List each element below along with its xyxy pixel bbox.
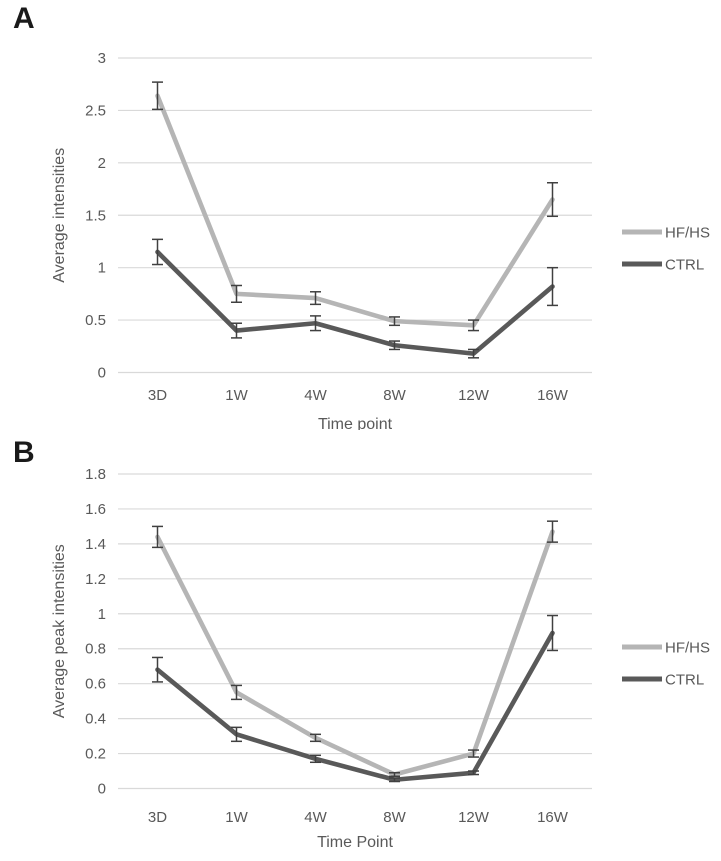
error-bar bbox=[152, 81, 163, 111]
panel-b-chart: 1.8 1.6 1.4 1.2 1 0.8 0.6 0.4 0.2 0 Average peak i… bbox=[51, 466, 710, 851]
error-bar bbox=[547, 266, 558, 307]
y-tick-label: 1 bbox=[98, 606, 106, 623]
error-bar bbox=[310, 291, 321, 306]
y-tick-label: 0.5 bbox=[85, 312, 106, 329]
x-tick-label: 8W bbox=[383, 809, 406, 826]
x-tick-label: 1W bbox=[225, 809, 248, 826]
y-tick-label: 1.5 bbox=[85, 207, 106, 224]
error-bar bbox=[389, 340, 400, 351]
x-tick-label: 1W bbox=[225, 387, 248, 404]
error-bar bbox=[231, 684, 242, 701]
legend-item-hfhs: HF/HS bbox=[622, 640, 710, 657]
x-axis-title: Time Point bbox=[317, 834, 393, 851]
y-tick-label: 0.2 bbox=[85, 746, 106, 763]
error-bar bbox=[152, 525, 163, 549]
x-tick-label: 8W bbox=[383, 387, 406, 404]
y-tick-label: 0 bbox=[98, 781, 106, 798]
error-bar bbox=[310, 754, 321, 764]
y-tick-label: 1.2 bbox=[85, 571, 106, 588]
panel-b-label: B bbox=[13, 436, 35, 469]
x-tick-label: 4W bbox=[304, 809, 327, 826]
series-line-ctrl bbox=[155, 249, 555, 356]
error-bar bbox=[468, 749, 479, 758]
y-tick-label: 0 bbox=[98, 365, 106, 382]
error-bar bbox=[231, 726, 242, 743]
y-tick-label: 0.8 bbox=[85, 641, 106, 658]
y-tick-label: 1 bbox=[98, 260, 106, 277]
error-bar bbox=[310, 315, 321, 332]
y-tick-label: 3 bbox=[98, 50, 106, 67]
y-tick-label: 1.8 bbox=[85, 466, 106, 483]
error-bar bbox=[547, 614, 558, 652]
error-bar bbox=[389, 777, 400, 783]
y-axis-title: Average intensities bbox=[51, 148, 68, 283]
error-bar bbox=[389, 772, 400, 778]
panel-a-label: A bbox=[13, 2, 35, 35]
error-bar bbox=[547, 520, 558, 543]
x-tick-label: 16W bbox=[537, 809, 569, 826]
x-axis-title: Time point bbox=[318, 416, 393, 430]
x-tick-label: 12W bbox=[458, 387, 490, 404]
error-bar bbox=[152, 238, 163, 266]
y-tick-label: 0.4 bbox=[85, 711, 106, 728]
legend-label: CTRL bbox=[665, 672, 704, 689]
y-tick-label: 1.4 bbox=[85, 536, 106, 553]
x-tick-label: 3D bbox=[148, 809, 167, 826]
x-tick-label: 4W bbox=[304, 387, 327, 404]
series-line-hfhs bbox=[155, 93, 555, 328]
error-bar bbox=[231, 284, 242, 304]
x-tick-label: 12W bbox=[458, 809, 490, 826]
y-axis-title: Average peak intensities bbox=[51, 544, 68, 718]
legend-label: CTRL bbox=[665, 257, 704, 274]
panel-a: A 3 2.5 2 1.5 1 0.5 0 Average intensities 3D 1W 4W… bbox=[0, 0, 721, 431]
x-tick-label: 16W bbox=[537, 387, 569, 404]
error-bar bbox=[468, 348, 479, 359]
error-bar bbox=[389, 316, 400, 327]
error-bar bbox=[152, 656, 163, 683]
panel-a-chart: 3 2.5 2 1.5 1 0.5 0 Average intensities 3D 1W 4W 8W… bbox=[51, 50, 710, 430]
error-bar bbox=[310, 733, 321, 743]
error-bar bbox=[468, 319, 479, 332]
error-bar bbox=[231, 322, 242, 339]
error-bar bbox=[468, 770, 479, 776]
y-tick-label: 2.5 bbox=[85, 102, 106, 119]
y-tick-label: 0.6 bbox=[85, 676, 106, 693]
error-bar bbox=[547, 182, 558, 218]
y-tick-label: 1.6 bbox=[85, 501, 106, 518]
legend-label: HF/HS bbox=[665, 640, 710, 657]
series-line-ctrl bbox=[155, 630, 555, 783]
panel-b: B 1.8 1.6 1.4 1.2 1 0.8 0.6 0.4 0.2 0 Average peak… bbox=[0, 430, 721, 861]
series-line-hfhs bbox=[155, 529, 555, 777]
y-tick-label: 2 bbox=[98, 155, 106, 172]
legend-item-ctrl: CTRL bbox=[622, 672, 704, 689]
legend-item-ctrl: CTRL bbox=[622, 257, 704, 274]
x-tick-label: 3D bbox=[148, 387, 167, 404]
legend-item-hfhs: HF/HS bbox=[622, 225, 710, 242]
legend-label: HF/HS bbox=[665, 225, 710, 242]
